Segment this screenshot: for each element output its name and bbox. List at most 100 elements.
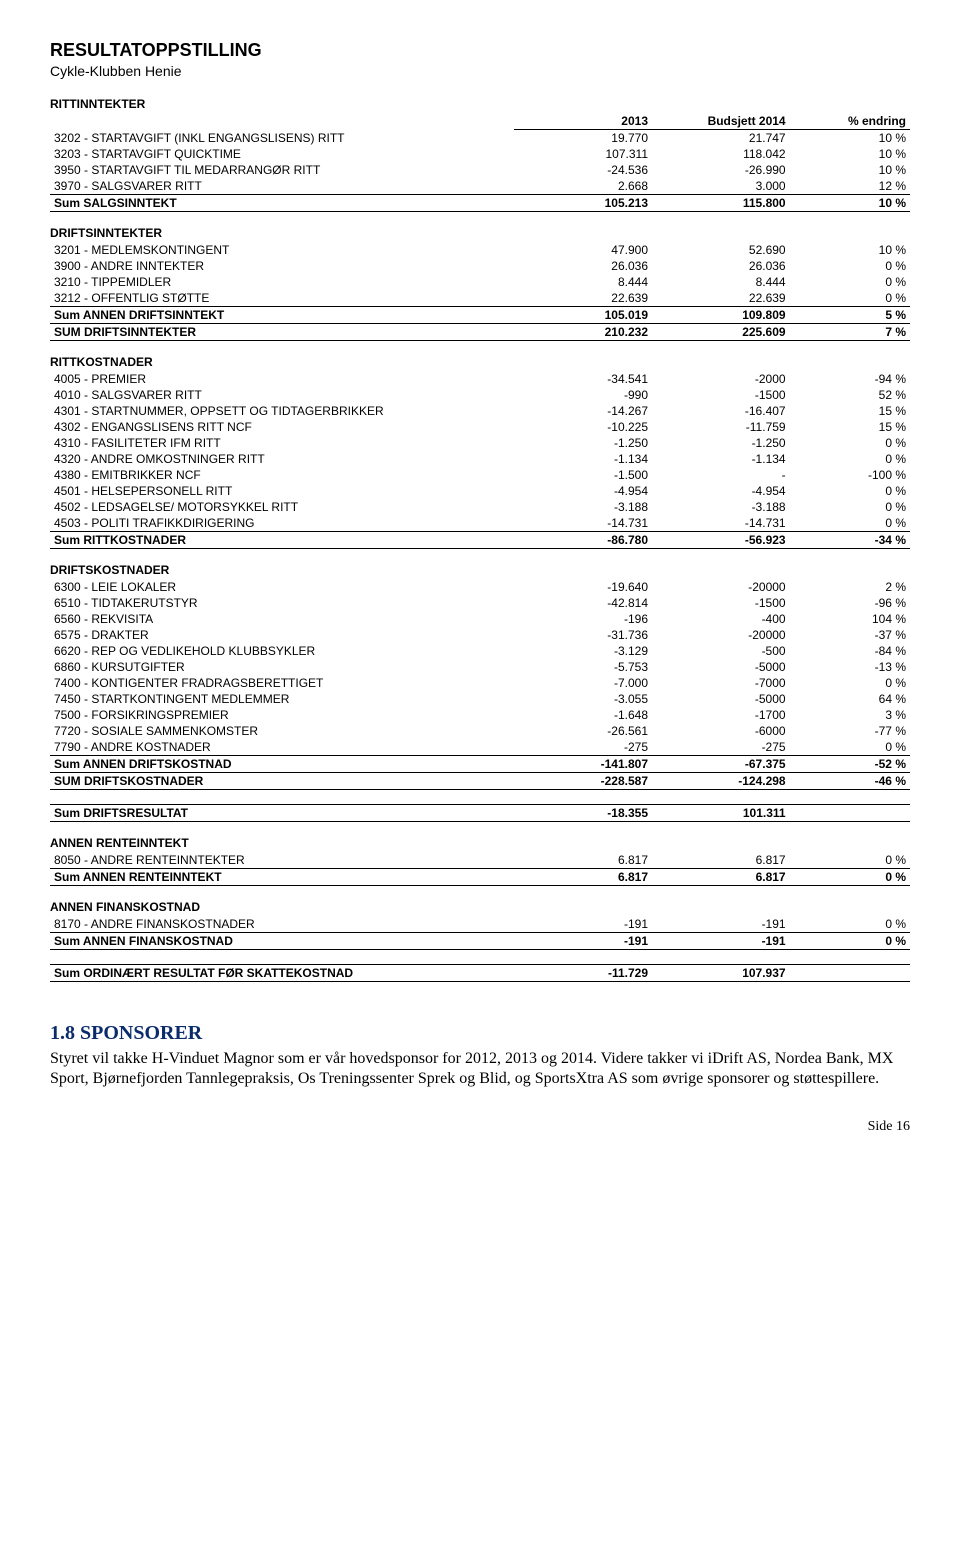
sum-row: SUM DRIFTSINNTEKTER210.232225.6097 % xyxy=(50,324,910,341)
row-label: 3970 - SALGSVARER RITT xyxy=(50,178,514,195)
financial-table: 8170 - ANDRE FINANSKOSTNADER-191-1910 %S… xyxy=(50,916,910,950)
row-value: -3.129 xyxy=(514,643,652,659)
financial-table: 4005 - PREMIER-34.541-2000-94 %4010 - SA… xyxy=(50,371,910,549)
sum-value xyxy=(790,965,910,982)
table-row: 7450 - STARTKONTINGENT MEDLEMMER-3.055-5… xyxy=(50,691,910,707)
row-value: -13 % xyxy=(790,659,910,675)
row-value: -5000 xyxy=(652,659,790,675)
table-row: 4320 - ANDRE OMKOSTNINGER RITT-1.134-1.1… xyxy=(50,451,910,467)
row-label: 6620 - REP OG VEDLIKEHOLD KLUBBSYKLER xyxy=(50,643,514,659)
row-label: 7720 - SOSIALE SAMMENKOMSTER xyxy=(50,723,514,739)
section-label: RITTINNTEKTER xyxy=(50,97,910,111)
sum-value: 5 % xyxy=(790,307,910,324)
row-value: -500 xyxy=(652,643,790,659)
row-value: -2000 xyxy=(652,371,790,387)
row-value: -14.731 xyxy=(514,515,652,532)
table-row: 3210 - TIPPEMIDLER8.4448.4440 % xyxy=(50,274,910,290)
financial-table: 8050 - ANDRE RENTEINNTEKTER6.8176.8170 %… xyxy=(50,852,910,886)
row-value: 0 % xyxy=(790,515,910,532)
row-label: 4302 - ENGANGSLISENS RITT NCF xyxy=(50,419,514,435)
sum-value: -56.923 xyxy=(652,532,790,549)
sum-label: Sum ANNEN DRIFTSINNTEKT xyxy=(50,307,514,324)
row-label: 4005 - PREMIER xyxy=(50,371,514,387)
row-value: 0 % xyxy=(790,739,910,756)
row-label: 6300 - LEIE LOKALER xyxy=(50,579,514,595)
row-value: -1.500 xyxy=(514,467,652,483)
sum-value: 101.311 xyxy=(652,805,790,822)
sum-value: 109.809 xyxy=(652,307,790,324)
sum-value: -191 xyxy=(514,933,652,950)
row-value: -100 % xyxy=(790,467,910,483)
table-row: 4005 - PREMIER-34.541-2000-94 % xyxy=(50,371,910,387)
row-value: 0 % xyxy=(790,451,910,467)
financial-table: Sum DRIFTSRESULTAT-18.355101.311 xyxy=(50,804,910,822)
section-label: ANNEN FINANSKOSTNAD xyxy=(50,900,910,914)
row-value: -400 xyxy=(652,611,790,627)
row-value: -77 % xyxy=(790,723,910,739)
row-value: 118.042 xyxy=(652,146,790,162)
row-value: 0 % xyxy=(790,852,910,869)
table-row: 7400 - KONTIGENTER FRADRAGSBERETTIGET-7.… xyxy=(50,675,910,691)
row-value: -1.134 xyxy=(652,451,790,467)
sum-label: Sum DRIFTSRESULTAT xyxy=(50,805,514,822)
row-value: -37 % xyxy=(790,627,910,643)
table-row: 7500 - FORSIKRINGSPREMIER-1.648-17003 % xyxy=(50,707,910,723)
row-value: 6.817 xyxy=(514,852,652,869)
row-value: -7.000 xyxy=(514,675,652,691)
row-value: -26.561 xyxy=(514,723,652,739)
row-value: -191 xyxy=(514,916,652,933)
row-value: -3.188 xyxy=(652,499,790,515)
sum-value: -191 xyxy=(652,933,790,950)
sum-row: Sum ORDINÆRT RESULTAT FØR SKATTEKOSTNAD-… xyxy=(50,965,910,982)
table-row: 3203 - STARTAVGIFT QUICKTIME107.311118.0… xyxy=(50,146,910,162)
row-label: 4320 - ANDRE OMKOSTNINGER RITT xyxy=(50,451,514,467)
row-value: 8.444 xyxy=(652,274,790,290)
row-value: 0 % xyxy=(790,435,910,451)
sum-value: 115.800 xyxy=(652,195,790,212)
row-value: -14.267 xyxy=(514,403,652,419)
sum-value: 105.213 xyxy=(514,195,652,212)
financial-table: 6300 - LEIE LOKALER-19.640-200002 %6510 … xyxy=(50,579,910,790)
table-row: 3212 - OFFENTLIG STØTTE22.63922.6390 % xyxy=(50,290,910,307)
row-value: 3.000 xyxy=(652,178,790,195)
row-value: -24.536 xyxy=(514,162,652,178)
sum-value: 0 % xyxy=(790,869,910,886)
row-value: -16.407 xyxy=(652,403,790,419)
sum-value: 0 % xyxy=(790,933,910,950)
row-value: 10 % xyxy=(790,162,910,178)
row-label: 6560 - REKVISITA xyxy=(50,611,514,627)
section-label: ANNEN RENTEINNTEKT xyxy=(50,836,910,850)
row-label: 4301 - STARTNUMMER, OPPSETT OG TIDTAGERB… xyxy=(50,403,514,419)
sum-label: Sum ORDINÆRT RESULTAT FØR SKATTEKOSTNAD xyxy=(50,965,514,982)
sum-row: Sum ANNEN FINANSKOSTNAD-191-1910 % xyxy=(50,933,910,950)
row-value: 15 % xyxy=(790,419,910,435)
table-row: 8170 - ANDRE FINANSKOSTNADER-191-1910 % xyxy=(50,916,910,933)
row-label: 7400 - KONTIGENTER FRADRAGSBERETTIGET xyxy=(50,675,514,691)
sum-label: Sum SALGSINNTEKT xyxy=(50,195,514,212)
row-value: 12 % xyxy=(790,178,910,195)
row-value: 0 % xyxy=(790,916,910,933)
row-value: 19.770 xyxy=(514,130,652,147)
table-row: 8050 - ANDRE RENTEINNTEKTER6.8176.8170 % xyxy=(50,852,910,869)
table-row: 4302 - ENGANGSLISENS RITT NCF-10.225-11.… xyxy=(50,419,910,435)
table-row: 4010 - SALGSVARER RITT-990-150052 % xyxy=(50,387,910,403)
row-label: 3203 - STARTAVGIFT QUICKTIME xyxy=(50,146,514,162)
row-label: 3201 - MEDLEMSKONTINGENT xyxy=(50,242,514,258)
sum-value: 7 % xyxy=(790,324,910,341)
row-value: -20000 xyxy=(652,627,790,643)
table-row: 7790 - ANDRE KOSTNADER-275-2750 % xyxy=(50,739,910,756)
row-value: -3.188 xyxy=(514,499,652,515)
row-value: 52.690 xyxy=(652,242,790,258)
sum-value xyxy=(790,805,910,822)
table-row: 4502 - LEDSAGELSE/ MOTORSYKKEL RITT-3.18… xyxy=(50,499,910,515)
sum-row: Sum DRIFTSRESULTAT-18.355101.311 xyxy=(50,805,910,822)
row-value: -1.250 xyxy=(514,435,652,451)
sum-value: -124.298 xyxy=(652,773,790,790)
row-value: 2.668 xyxy=(514,178,652,195)
table-row: 3201 - MEDLEMSKONTINGENT47.90052.69010 % xyxy=(50,242,910,258)
section-label: RITTKOSTNADER xyxy=(50,355,910,369)
sum-value: 105.019 xyxy=(514,307,652,324)
row-value: -4.954 xyxy=(514,483,652,499)
row-label: 8170 - ANDRE FINANSKOSTNADER xyxy=(50,916,514,933)
row-value: 21.747 xyxy=(652,130,790,147)
